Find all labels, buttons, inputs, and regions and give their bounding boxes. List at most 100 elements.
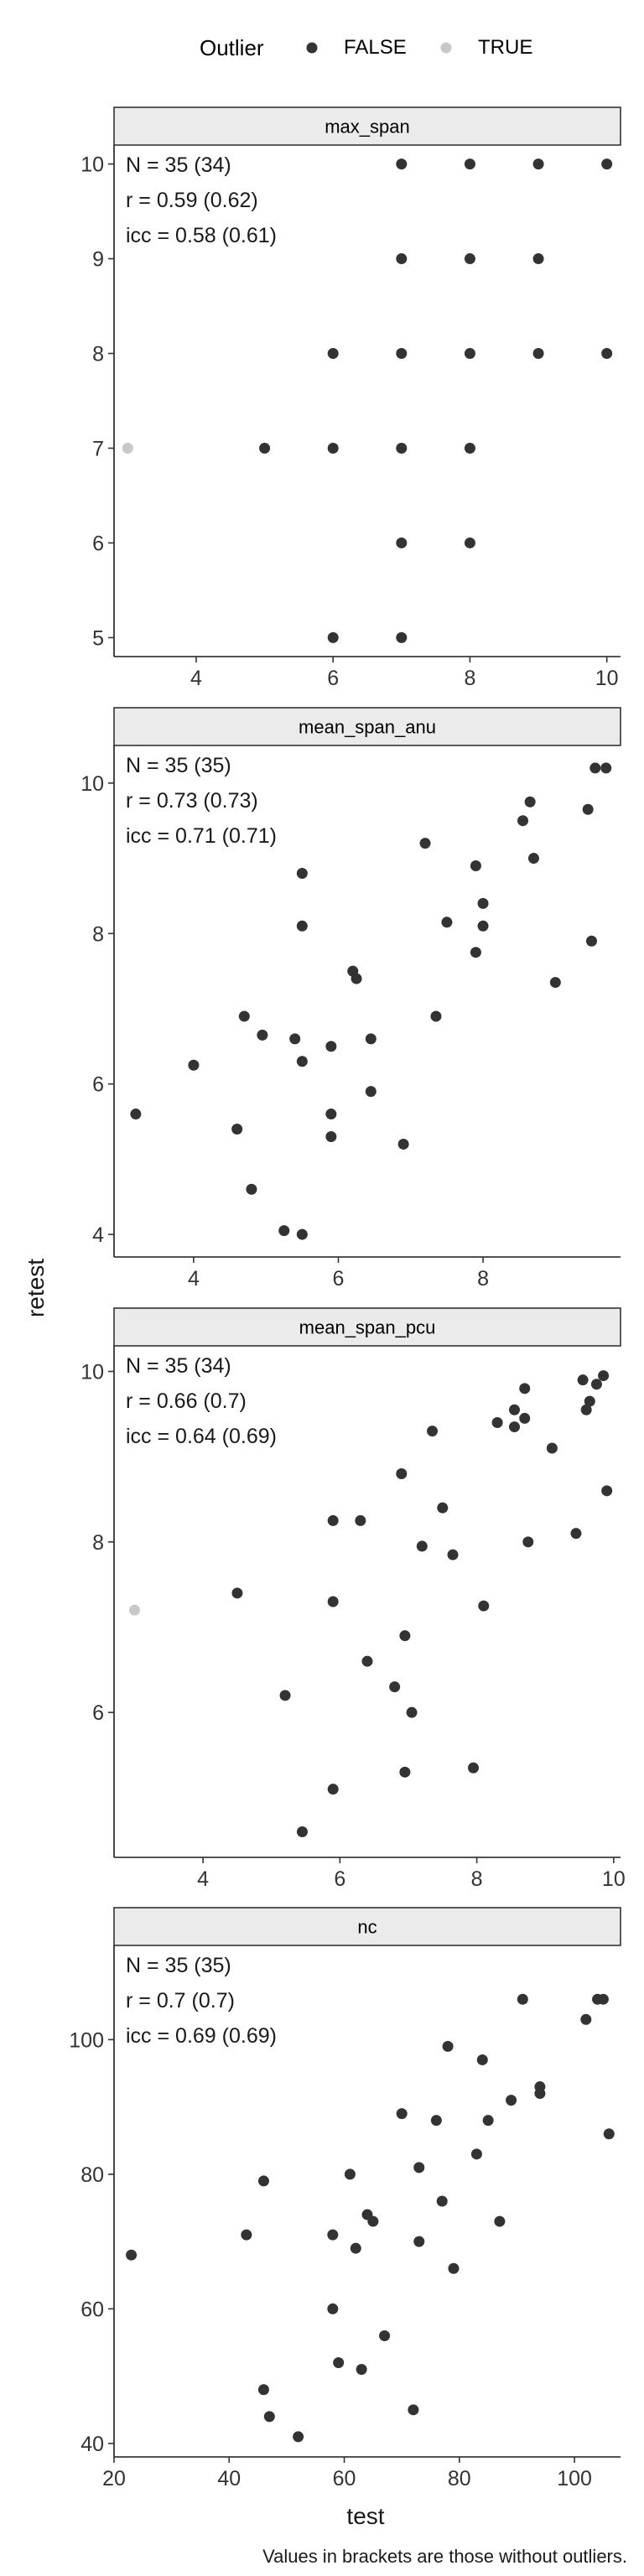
x-tick-label: 6	[327, 667, 339, 690]
data-point	[468, 1762, 480, 1774]
y-tick-label: 40	[80, 2433, 104, 2456]
data-point	[482, 2115, 494, 2127]
data-point	[367, 2215, 379, 2227]
data-point	[441, 917, 453, 928]
data-point	[491, 1417, 503, 1428]
data-point	[396, 348, 408, 360]
x-tick-label: 40	[217, 2467, 241, 2490]
data-point	[325, 1130, 337, 1142]
data-point	[356, 2364, 367, 2376]
data-point	[413, 2236, 425, 2247]
x-tick-label: 20	[102, 2467, 126, 2490]
data-point	[396, 253, 408, 265]
data-point	[396, 537, 408, 548]
data-point	[379, 2330, 391, 2342]
legend-label-false: FALSE	[344, 36, 407, 59]
data-point	[396, 2108, 408, 2120]
data-point	[601, 348, 613, 360]
stats-annotation: icc = 0.64 (0.69)	[126, 1425, 277, 1448]
x-tick-label: 80	[448, 2467, 471, 2490]
data-point	[470, 860, 481, 872]
data-point	[470, 2148, 482, 2160]
data-point	[365, 1086, 377, 1098]
data-point	[327, 1514, 339, 1526]
strip-label: nc	[357, 1917, 377, 1938]
x-tick-label: 6	[334, 1867, 345, 1891]
strip-background	[113, 707, 621, 746]
data-point	[584, 1395, 595, 1407]
data-point	[327, 348, 339, 360]
y-tick-label: 60	[80, 2298, 104, 2321]
data-point	[464, 537, 475, 548]
data-point	[325, 1109, 337, 1120]
data-point	[478, 1600, 490, 1612]
data-point	[296, 1228, 308, 1240]
stats-annotation: N = 35 (34)	[126, 1354, 231, 1378]
data-point	[549, 977, 561, 989]
x-tick-label: 8	[471, 1867, 483, 1891]
data-point	[598, 1370, 610, 1382]
data-point	[532, 348, 544, 360]
data-point	[585, 935, 597, 947]
data-point	[126, 2249, 138, 2261]
facet-panels: max_span 5 6 7 8 9 10 4 6 8 10 N = 35 (34) r = 0.59 …	[69, 106, 626, 2490]
data-point	[361, 1655, 373, 1667]
strip-background	[113, 1907, 621, 1946]
y-tick-label: 10	[80, 1361, 104, 1384]
legend: Outlier FALSE TRUE	[200, 35, 532, 60]
y-tick-label: 8	[92, 1531, 104, 1555]
outlier-point	[128, 1604, 140, 1616]
data-point	[477, 920, 489, 932]
x-tick-label: 4	[190, 667, 202, 690]
data-point	[601, 1485, 613, 1497]
y-tick-label: 6	[92, 1701, 104, 1725]
data-point	[344, 2168, 356, 2180]
data-point	[597, 1993, 609, 2005]
data-point	[464, 158, 475, 170]
data-point	[430, 1010, 442, 1022]
legend-key-true	[440, 42, 452, 54]
data-point	[296, 1826, 308, 1837]
x-axis-title: test	[346, 2503, 384, 2529]
data-point	[263, 2411, 275, 2423]
x-tick-label: 4	[188, 1267, 200, 1291]
data-point	[419, 838, 431, 849]
stats-annotation: r = 0.66 (0.7)	[126, 1389, 247, 1413]
y-tick-label: 80	[80, 2163, 104, 2187]
x-tick-label: 6	[333, 1267, 345, 1291]
data-point	[327, 1784, 339, 1795]
data-point	[231, 1587, 243, 1599]
data-point	[527, 853, 539, 865]
data-point	[327, 631, 339, 643]
data-point	[519, 1383, 531, 1394]
data-point	[399, 1766, 411, 1778]
strip-background	[113, 106, 621, 146]
data-point	[327, 1596, 339, 1607]
y-tick-label: 8	[92, 922, 104, 946]
data-point	[257, 2175, 269, 2187]
data-point	[296, 1056, 308, 1067]
data-point	[327, 442, 339, 454]
panel-mean_span_pcu: mean_span_pcu 6 8 10 4 6 8 10 N = 35 (34) r = 0.6…	[80, 1307, 626, 1891]
data-point	[532, 253, 544, 265]
data-point	[603, 2128, 615, 2140]
data-point	[522, 1536, 534, 1548]
x-tick-label: 8	[464, 667, 475, 690]
data-point	[437, 1502, 449, 1514]
legend-key-false	[306, 42, 318, 54]
data-point	[517, 1993, 528, 2005]
data-point	[436, 2195, 448, 2207]
x-tick-label: 8	[477, 1267, 489, 1291]
legend-title: Outlier	[200, 35, 264, 60]
data-point	[532, 158, 544, 170]
data-point	[396, 158, 408, 170]
caption: Values in brackets are those without out…	[262, 2546, 627, 2567]
data-point	[365, 1033, 377, 1045]
stats-annotation: N = 35 (35)	[126, 1954, 231, 1977]
data-point	[188, 1059, 200, 1071]
data-point	[600, 762, 612, 774]
data-point	[601, 158, 613, 170]
data-point	[257, 1029, 268, 1041]
data-point	[296, 920, 308, 932]
